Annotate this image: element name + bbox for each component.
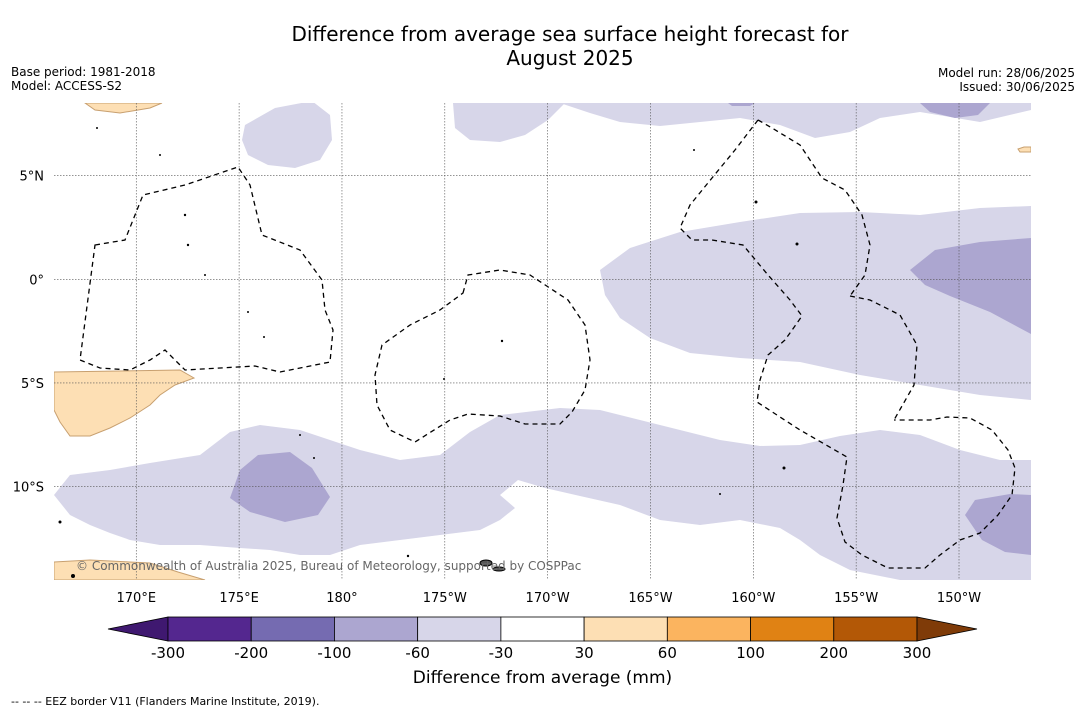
islet [96, 127, 98, 129]
anomaly-region-north-east [560, 103, 1031, 138]
model-run-text: Model run: 28/06/2025 [937, 66, 1075, 80]
map-title: Difference from average sea surface heig… [291, 22, 849, 70]
islet [719, 493, 721, 495]
colorbar-extend-high [916, 616, 978, 642]
eez-legend: -- -- -- EEZ border V11 (Flanders Marine… [11, 695, 320, 708]
islet [263, 336, 265, 338]
eez-border-east-west-edge [679, 119, 1016, 569]
colorbar-tick-label: -200 [234, 644, 268, 662]
colorbar-extend-low [107, 616, 169, 642]
colorbar-label: Difference from average (mm) [412, 668, 673, 688]
islet [159, 154, 161, 156]
anomaly-light-purple [54, 103, 1031, 580]
latitude-tick-label: 5°N [20, 170, 45, 185]
colorbar-tick-label: 30 [575, 644, 594, 662]
land-fiji-southwest [54, 369, 196, 437]
anomaly-region-southwest-core [230, 452, 330, 522]
longitude-tick-label: 165°W [628, 591, 672, 606]
colorbar-tick-label: -100 [317, 644, 351, 662]
anomaly-region-north-sliver [728, 103, 755, 106]
model-text: Model: ACCESS-S2 [11, 79, 123, 93]
anomaly-region-southeast-core [965, 494, 1031, 555]
colorbar-segment [500, 616, 585, 642]
colorbar-segment [833, 616, 918, 642]
anomaly-region-south-band [54, 408, 1031, 580]
eez-borders [79, 119, 1016, 569]
anomaly-region-east-core [910, 238, 1031, 334]
colorbar-segment [750, 616, 835, 642]
islet [186, 243, 190, 247]
longitude-tick-label: 170°W [526, 591, 570, 606]
anomaly-region-equatorial-east [600, 206, 1031, 400]
colorbar-segment [417, 616, 502, 642]
land-south-islet [54, 559, 206, 580]
islet [247, 311, 249, 313]
graticule [54, 103, 1031, 580]
eez-border-west [79, 166, 334, 373]
colorbar-segment [250, 616, 335, 642]
islet [183, 213, 187, 217]
colorbar-tick-label: 100 [736, 644, 765, 662]
islet [500, 339, 504, 343]
colorbar-segment [334, 616, 419, 642]
longitude-tick-label: 155°W [834, 591, 878, 606]
land-areas [54, 103, 1031, 580]
anomaly-region-north-central [453, 103, 565, 142]
longitude-tick-label: 175°E [219, 591, 259, 606]
land-north-islet [84, 103, 163, 114]
islet [782, 466, 786, 470]
colorbar-tick-label: -300 [151, 644, 185, 662]
islet [479, 559, 493, 567]
islet [492, 566, 506, 572]
colorbar-tick-label: 200 [819, 644, 848, 662]
anomaly-region-north-west [242, 103, 332, 168]
islet [58, 520, 62, 524]
latitude-tick-label: 10°S [13, 481, 44, 496]
islet [313, 457, 315, 459]
latitude-tick-label: 0° [29, 273, 44, 288]
longitude-labels: 170°E 175°E 180° 175°W 170°W 165°W 160°W 155°W 1… [117, 591, 982, 606]
colorbar [107, 616, 978, 642]
islet [204, 274, 206, 276]
islet [693, 149, 695, 151]
islet [71, 574, 75, 578]
colorbar-tick-label: 60 [658, 644, 677, 662]
longitude-tick-label: 170°E [117, 591, 157, 606]
metadata-left: Base period: 1981-2018 Model: ACCESS-S2 [11, 65, 156, 93]
issued-text: Issued: 30/06/2025 [959, 80, 1075, 94]
colorbar-tick-label: -60 [405, 644, 430, 662]
small-islands [58, 127, 799, 578]
longitude-tick-label: 160°W [731, 591, 775, 606]
colorbar-tick-label: -30 [489, 644, 514, 662]
anomaly-region-northeast-core [920, 103, 990, 118]
colorbar-segment [666, 616, 751, 642]
anomaly-mid-purple [230, 103, 1031, 555]
colorbar-segment [583, 616, 668, 642]
longitude-tick-label: 150°W [937, 591, 981, 606]
colorbar-tick-label: 300 [903, 644, 932, 662]
longitude-tick-label: 175°W [423, 591, 467, 606]
base-period-text: Base period: 1981-2018 [11, 65, 156, 79]
colorbar-segment [167, 616, 252, 642]
eez-border-east-arc [849, 295, 918, 421]
islet [299, 434, 301, 436]
latitude-labels: 5°N 0° 5°S 10°S [13, 170, 44, 496]
islet [406, 554, 410, 558]
land-east-islet [1017, 146, 1031, 153]
map-field: © Commonwealth of Australia 2025, Bureau… [54, 103, 1031, 580]
latitude-tick-label: 5°S [21, 377, 44, 392]
colorbar-ticks: -300 -200 -100 -60 -30 30 60 100 200 300 [151, 644, 931, 662]
copyright-text: © Commonwealth of Australia 2025, Bureau… [76, 559, 581, 573]
islet [754, 200, 758, 204]
metadata-right: Model run: 28/06/2025 Issued: 30/06/2025 [938, 66, 1075, 94]
eez-border-east-north [757, 119, 871, 297]
longitude-tick-label: 180° [326, 591, 357, 606]
islet [795, 242, 799, 246]
